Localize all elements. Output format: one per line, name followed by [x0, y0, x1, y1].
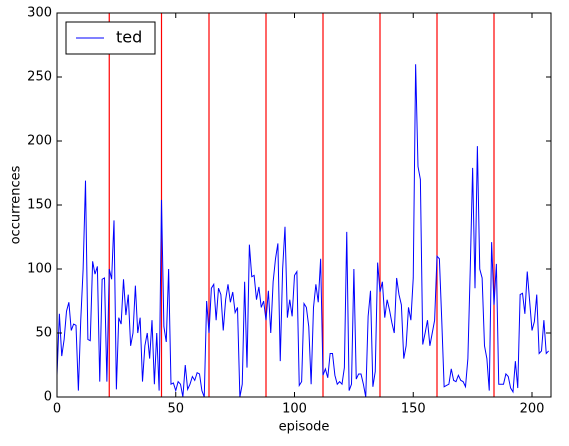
- x-tick-label: 50: [167, 402, 184, 417]
- y-tick-label: 0: [44, 390, 52, 405]
- x-tick-label: 200: [520, 402, 545, 417]
- data-line: [56, 64, 549, 398]
- y-tick-label: 50: [35, 326, 52, 341]
- y-tick-label: 200: [27, 134, 52, 149]
- x-tick-label: 100: [282, 402, 307, 417]
- y-tick-label: 300: [27, 6, 52, 21]
- legend-label: ted: [116, 28, 142, 47]
- y-tick-label: 250: [27, 70, 52, 85]
- plot-frame: [56, 12, 552, 398]
- x-tick-label: 0: [53, 402, 61, 417]
- x-axis-label: episode: [279, 420, 330, 435]
- y-tick-label: 100: [27, 262, 52, 277]
- y-axis-label: occurrences: [9, 165, 24, 244]
- y-tick-label: 150: [27, 198, 52, 213]
- legend: ted: [65, 21, 156, 55]
- x-tick-label: 150: [401, 402, 426, 417]
